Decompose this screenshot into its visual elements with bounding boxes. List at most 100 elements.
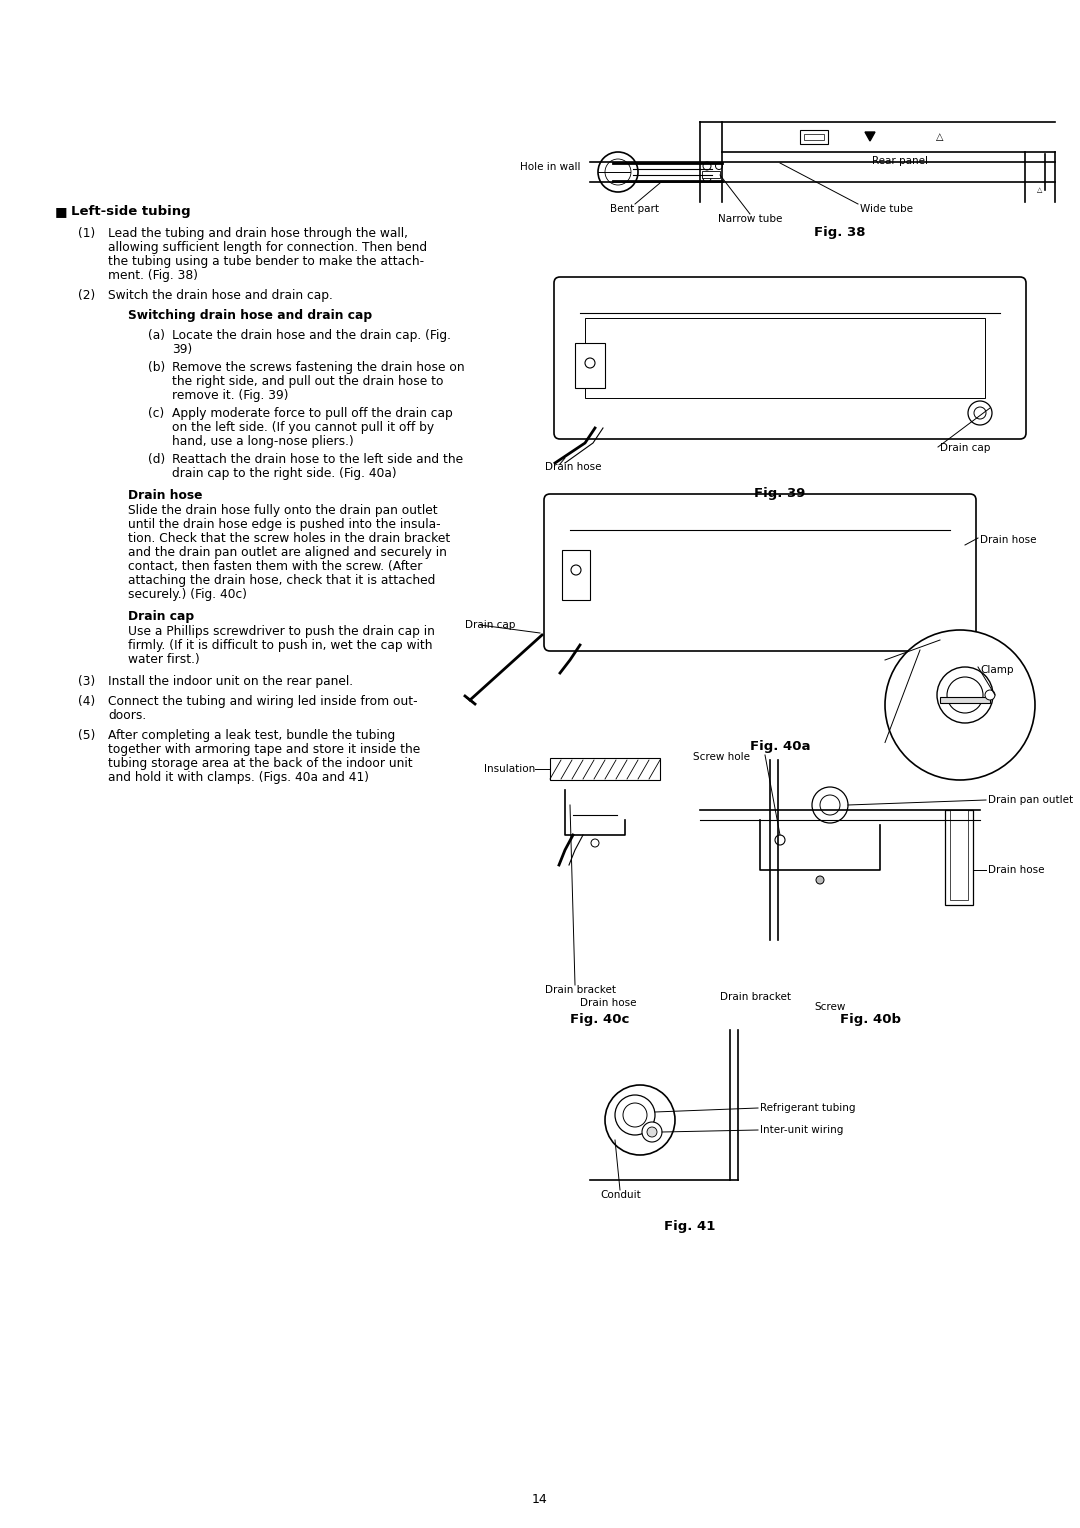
Text: 14: 14: [532, 1493, 548, 1507]
Text: water first.): water first.): [129, 652, 200, 666]
Bar: [550, 758, 660, 779]
Text: Use a Phillips screwdriver to push the drain cap in: Use a Phillips screwdriver to push the d…: [129, 625, 435, 639]
Circle shape: [968, 400, 993, 425]
Text: and hold it with clamps. (Figs. 40a and 41): and hold it with clamps. (Figs. 40a and …: [108, 772, 369, 784]
Text: △: △: [936, 131, 944, 142]
Bar: [945, 810, 973, 905]
Bar: [950, 810, 968, 900]
Text: (b): (b): [148, 361, 165, 374]
Text: (2): (2): [78, 289, 95, 303]
Text: Narrow tube: Narrow tube: [718, 214, 782, 225]
Text: the right side, and pull out the drain hose to: the right side, and pull out the drain h…: [172, 374, 444, 388]
Circle shape: [820, 795, 840, 814]
Text: Remove the screws fastening the drain hose on: Remove the screws fastening the drain ho…: [172, 361, 464, 374]
Text: Connect the tubing and wiring led inside from out-: Connect the tubing and wiring led inside…: [108, 695, 418, 707]
Circle shape: [605, 1085, 675, 1155]
Text: Fig. 40c: Fig. 40c: [570, 1013, 630, 1025]
Circle shape: [591, 839, 599, 847]
Bar: [585, 318, 985, 397]
Text: (3): (3): [78, 675, 95, 688]
Text: Fig. 40a: Fig. 40a: [750, 740, 810, 753]
Text: △: △: [1037, 186, 1042, 193]
Text: (c): (c): [148, 406, 164, 420]
Circle shape: [598, 151, 638, 193]
Text: Install the indoor unit on the rear panel.: Install the indoor unit on the rear pane…: [108, 675, 353, 688]
Circle shape: [775, 834, 785, 845]
Circle shape: [715, 162, 723, 170]
Bar: [800, 130, 828, 144]
Text: Fig. 38: Fig. 38: [814, 226, 866, 238]
Text: 39): 39): [172, 342, 192, 356]
Circle shape: [885, 630, 1035, 779]
Polygon shape: [865, 131, 875, 141]
Text: Switch the drain hose and drain cap.: Switch the drain hose and drain cap.: [108, 289, 333, 303]
Text: Drain pan outlet: Drain pan outlet: [988, 795, 1074, 805]
Text: Drain hose: Drain hose: [545, 461, 602, 472]
Text: Fig. 39: Fig. 39: [754, 487, 806, 500]
Text: Refrigerant tubing: Refrigerant tubing: [760, 1103, 855, 1112]
Text: (5): (5): [78, 729, 95, 743]
Circle shape: [623, 1103, 647, 1128]
Text: (d): (d): [148, 452, 165, 466]
Circle shape: [585, 358, 595, 368]
Text: Locate the drain hose and the drain cap. (Fig.: Locate the drain hose and the drain cap.…: [172, 329, 451, 342]
Text: Left-side tubing: Left-side tubing: [71, 205, 191, 219]
Text: drain cap to the right side. (Fig. 40a): drain cap to the right side. (Fig. 40a): [172, 468, 396, 480]
Text: Fig. 41: Fig. 41: [664, 1219, 716, 1233]
Text: After completing a leak test, bundle the tubing: After completing a leak test, bundle the…: [108, 729, 395, 743]
Bar: [575, 342, 605, 388]
Bar: [562, 550, 590, 601]
Text: Hole in wall: Hole in wall: [519, 162, 581, 173]
Text: Conduit: Conduit: [600, 1190, 640, 1199]
FancyBboxPatch shape: [544, 494, 976, 651]
Text: securely.) (Fig. 40c): securely.) (Fig. 40c): [129, 588, 247, 601]
Text: (a): (a): [148, 329, 165, 342]
Text: Drain hose: Drain hose: [980, 535, 1037, 545]
Text: Drain cap: Drain cap: [129, 610, 194, 623]
Text: on the left side. (If you cannot pull it off by: on the left side. (If you cannot pull it…: [172, 422, 434, 434]
Text: remove it. (Fig. 39): remove it. (Fig. 39): [172, 390, 288, 402]
Text: Drain hose: Drain hose: [580, 998, 636, 1008]
Text: Bent part: Bent part: [610, 205, 660, 214]
Text: tubing storage area at the back of the indoor unit: tubing storage area at the back of the i…: [108, 756, 413, 770]
Text: doors.: doors.: [108, 709, 146, 723]
Circle shape: [642, 1122, 662, 1141]
Circle shape: [985, 691, 995, 700]
Text: ■: ■: [55, 205, 67, 219]
Circle shape: [816, 876, 824, 885]
Text: firmly. (If it is difficult to push in, wet the cap with: firmly. (If it is difficult to push in, …: [129, 639, 432, 652]
Text: Clamp: Clamp: [980, 665, 1013, 675]
Text: hand, use a long-nose pliers.): hand, use a long-nose pliers.): [172, 435, 354, 448]
Text: Fig. 40b: Fig. 40b: [839, 1013, 901, 1025]
Text: Slide the drain hose fully onto the drain pan outlet: Slide the drain hose fully onto the drai…: [129, 504, 437, 516]
Text: Screw: Screw: [814, 1002, 846, 1012]
Bar: [702, 171, 720, 177]
Text: together with armoring tape and store it inside the: together with armoring tape and store it…: [108, 743, 420, 756]
Text: Rear panel: Rear panel: [872, 156, 928, 167]
Circle shape: [647, 1128, 657, 1137]
Text: (1): (1): [78, 228, 95, 240]
Circle shape: [615, 1096, 654, 1135]
Text: Screw hole: Screw hole: [693, 752, 750, 762]
Circle shape: [703, 162, 711, 170]
Circle shape: [974, 406, 986, 419]
Circle shape: [937, 668, 993, 723]
Text: Drain bracket: Drain bracket: [545, 986, 616, 995]
Text: tion. Check that the screw holes in the drain bracket: tion. Check that the screw holes in the …: [129, 532, 450, 545]
Circle shape: [605, 159, 631, 185]
Text: Switching drain hose and drain cap: Switching drain hose and drain cap: [129, 309, 373, 322]
Text: until the drain hose edge is pushed into the insula-: until the drain hose edge is pushed into…: [129, 518, 441, 532]
Circle shape: [812, 787, 848, 824]
Text: Reattach the drain hose to the left side and the: Reattach the drain hose to the left side…: [172, 452, 463, 466]
Text: Inter-unit wiring: Inter-unit wiring: [760, 1125, 843, 1135]
Text: Drain cap: Drain cap: [465, 620, 515, 630]
Circle shape: [947, 677, 983, 714]
Text: Lead the tubing and drain hose through the wall,: Lead the tubing and drain hose through t…: [108, 228, 408, 240]
Text: and the drain pan outlet are aligned and securely in: and the drain pan outlet are aligned and…: [129, 545, 447, 559]
Text: attaching the drain hose, check that it is attached: attaching the drain hose, check that it …: [129, 575, 435, 587]
Text: Drain cap: Drain cap: [940, 443, 990, 452]
Text: Drain hose: Drain hose: [988, 865, 1044, 876]
Circle shape: [703, 174, 711, 182]
Text: Drain hose: Drain hose: [129, 489, 203, 503]
Text: Wide tube: Wide tube: [860, 205, 913, 214]
